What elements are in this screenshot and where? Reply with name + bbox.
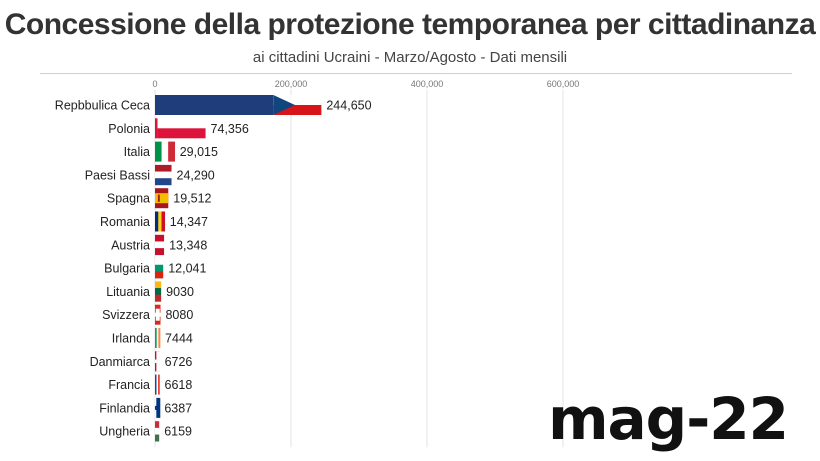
category-label: Paesi Bassi <box>85 168 150 182</box>
flag-switzerland-icon <box>151 304 164 325</box>
period-label: mag-22 <box>548 385 789 453</box>
bar-row <box>155 258 164 279</box>
category-label: Spagna <box>107 192 150 206</box>
category-label: Italia <box>124 145 150 159</box>
value-label: 19,512 <box>173 192 211 206</box>
title-divider <box>40 73 792 74</box>
value-label: 244,650 <box>326 99 371 113</box>
value-label: 6726 <box>165 355 193 369</box>
bar-row <box>151 304 164 325</box>
flag-lithuania-icon <box>155 281 162 302</box>
category-label: Austria <box>111 238 150 252</box>
value-label: 6618 <box>165 378 193 392</box>
x-tick-label: 600,000 <box>547 79 580 89</box>
tick-layer: 0 200,000 400,000 600,000 <box>152 79 579 89</box>
category-label: Francia <box>108 378 150 392</box>
flag-spain-icon <box>155 188 169 209</box>
category-label: Bulgaria <box>104 262 150 276</box>
bar-row <box>155 351 160 372</box>
flag-italy-icon <box>155 141 176 162</box>
category-label: Finlandia <box>99 401 150 415</box>
bar-row <box>155 164 172 186</box>
bar-row <box>155 328 161 348</box>
category-label: Romania <box>100 215 150 229</box>
chart-subtitle: ai cittadini Ucraini - Marzo/Agosto - Da… <box>252 49 568 66</box>
flag-austria-icon <box>155 234 165 256</box>
flag-finland-icon <box>155 397 161 418</box>
bar <box>155 95 274 115</box>
bar-row <box>155 188 169 209</box>
chart-title: Concessione della protezione temporanea … <box>4 8 816 41</box>
category-label: Danmiarca <box>90 355 150 369</box>
bar-row <box>155 281 162 302</box>
flag-poland-icon <box>157 118 206 139</box>
x-tick-label: 0 <box>152 79 157 89</box>
flag-romania-icon <box>155 211 166 232</box>
value-label: 7444 <box>165 332 193 346</box>
x-tick-label: 400,000 <box>411 79 444 89</box>
category-label: Lituania <box>106 285 150 299</box>
flag-ireland-icon <box>155 328 161 348</box>
grid-layer <box>154 90 564 448</box>
bar-row <box>155 234 165 256</box>
category-label: Polonia <box>108 122 150 136</box>
value-label: 8080 <box>165 308 193 322</box>
bar-row <box>155 397 161 418</box>
flag-france-icon <box>155 374 160 395</box>
bar-row <box>155 421 160 442</box>
category-label: Ungheria <box>99 425 150 439</box>
label-layer: Repbbulica Ceca 244,650 Polonia 74,356 Itali… <box>55 99 372 439</box>
flag-denmark-icon <box>155 351 160 372</box>
category-label: Repbbulica Ceca <box>55 99 150 113</box>
value-label: 6159 <box>164 425 192 439</box>
bar-row <box>155 374 160 395</box>
bar-row <box>155 118 206 139</box>
flag-czech-republic-icon <box>273 95 322 115</box>
bar <box>155 118 158 139</box>
category-label: Irlanda <box>112 332 150 346</box>
value-label: 14,347 <box>170 215 208 229</box>
bar-layer <box>151 95 322 442</box>
flag-hungary-icon <box>155 421 160 442</box>
value-label: 13,348 <box>169 238 207 252</box>
category-label: Svizzera <box>102 308 150 322</box>
value-label: 12,041 <box>168 262 206 276</box>
value-label: 74,356 <box>211 122 249 136</box>
flag-bulgaria-icon <box>155 258 164 279</box>
flag-netherlands-icon <box>155 164 172 186</box>
x-tick-label: 200,000 <box>275 79 308 89</box>
value-label: 29,015 <box>180 145 218 159</box>
value-label: 6387 <box>164 401 192 415</box>
bar-row <box>155 95 322 115</box>
value-label: 24,290 <box>177 168 215 182</box>
bar-row <box>155 211 166 232</box>
bar-row <box>155 141 176 162</box>
value-label: 9030 <box>166 285 194 299</box>
